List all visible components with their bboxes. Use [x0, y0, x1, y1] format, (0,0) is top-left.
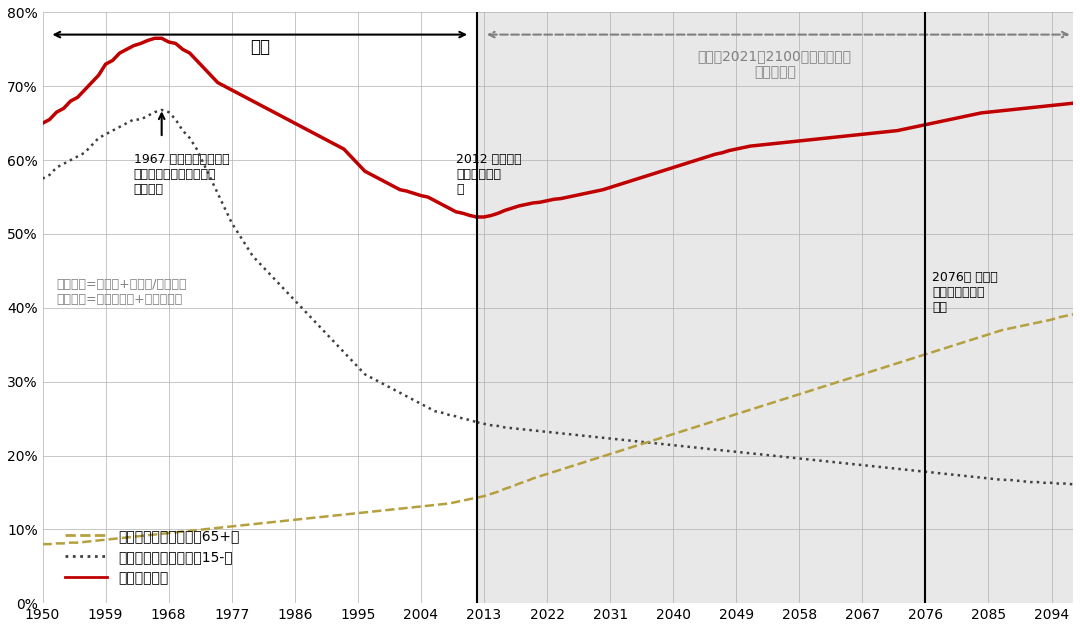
Bar [477, 13, 1080, 603]
Legend: 全球老年人口抚养比（65+）, 全球児童人口抚养比（15-）, 全球总抚养比: 全球老年人口抚养比（65+）, 全球児童人口抚养比（15-）, 全球总抚养比 [59, 523, 245, 591]
Text: 1967 全球的儿童抚养负
担达到最高，此后转入持
续的下跨: 1967 全球的儿童抚养负 担达到最高，此后转入持 续的下跨 [134, 153, 229, 196]
Text: 未来（2021至2100为联合国人口
预测数据）: 未来（2021至2100为联合国人口 预测数据） [698, 49, 852, 79]
Text: 2076年 老年人
口抚养比将超过
児童: 2076年 老年人 口抚养比将超过 児童 [932, 271, 998, 314]
Text: 历史: 历史 [249, 38, 270, 56]
Text: 总抚养比=（児童+老人）/劳动人口
总抚养比=老年抚养比+児童抚养比: 总抚养比=（児童+老人）/劳动人口 总抚养比=老年抚养比+児童抚养比 [56, 278, 187, 306]
Text: 2012 全球的抚
养负担降至最
低: 2012 全球的抚 养负担降至最 低 [456, 153, 522, 196]
